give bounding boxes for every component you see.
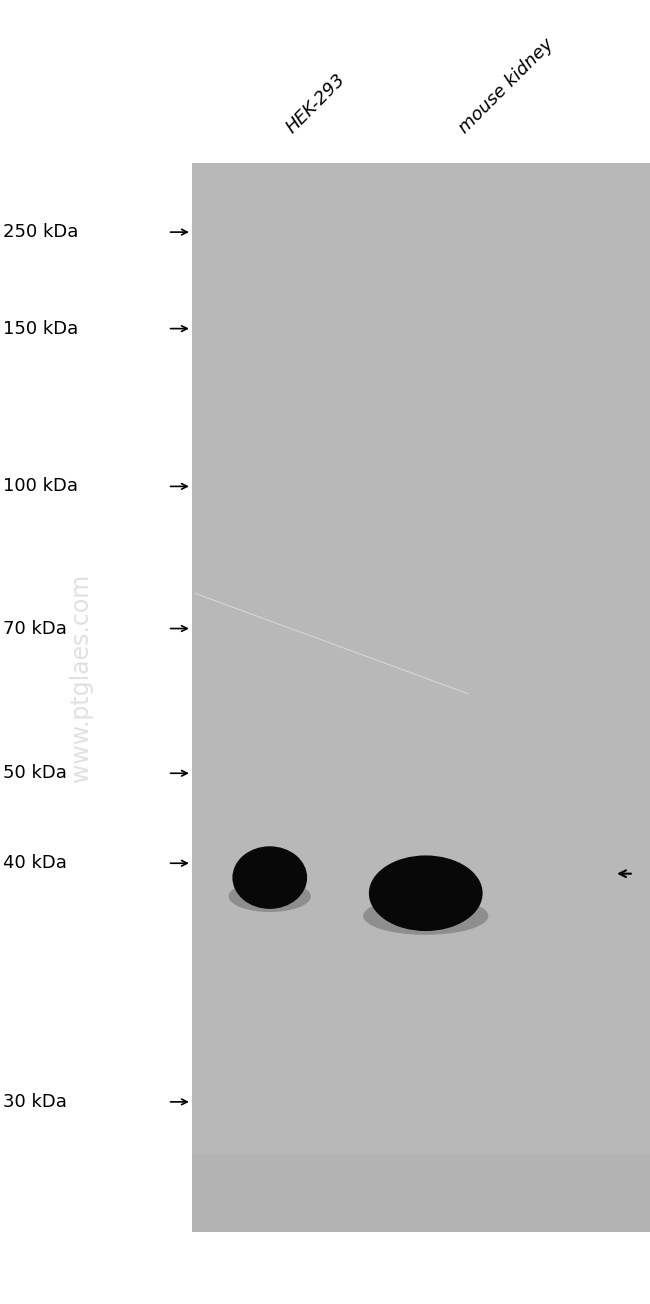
Bar (192, 163, 650, 1232)
Ellipse shape (233, 846, 307, 909)
Text: 150 kDa: 150 kDa (3, 319, 79, 338)
Text: mouse kidney: mouse kidney (455, 35, 557, 137)
Ellipse shape (363, 897, 488, 935)
Text: 40 kDa: 40 kDa (3, 854, 67, 872)
Text: 70 kDa: 70 kDa (3, 619, 67, 638)
Ellipse shape (229, 880, 311, 911)
Text: 30 kDa: 30 kDa (3, 1093, 67, 1111)
Text: www.ptglaes.com: www.ptglaes.com (70, 574, 93, 782)
Ellipse shape (369, 855, 482, 931)
Text: 50 kDa: 50 kDa (3, 764, 67, 782)
Text: HEK-293: HEK-293 (283, 70, 350, 137)
Text: 100 kDa: 100 kDa (3, 477, 78, 496)
Text: 250 kDa: 250 kDa (3, 223, 79, 241)
Bar (192, 1154, 650, 1232)
